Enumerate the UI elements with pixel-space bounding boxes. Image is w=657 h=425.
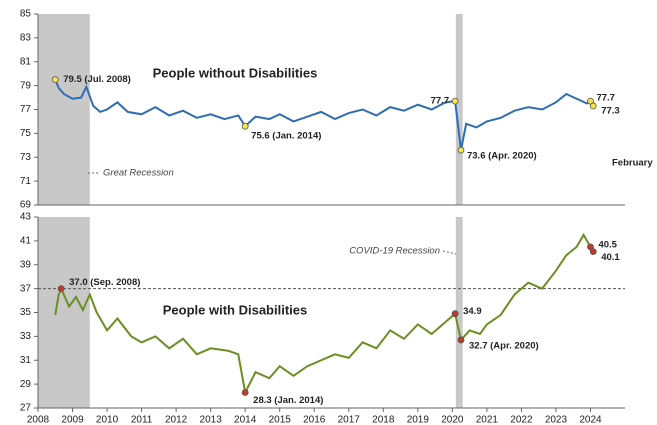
annotation-label: 34.9 xyxy=(463,306,482,317)
x-tick-label: 2011 xyxy=(131,415,153,425)
x-tick-label: 2009 xyxy=(61,415,84,425)
x-tick-label: 2019 xyxy=(407,415,430,425)
x-tick-label: 2014 xyxy=(234,415,257,425)
annotation-marker xyxy=(589,102,597,110)
y-tick-label: 43 xyxy=(20,212,32,223)
data-line xyxy=(54,232,595,396)
annotation-marker xyxy=(451,97,459,105)
y-tick-label: 77 xyxy=(20,104,32,115)
annotation-label: 40.1 xyxy=(601,252,620,263)
annotation-label: 77.3 xyxy=(601,105,620,116)
y-tick-label: 31 xyxy=(20,355,32,366)
y-tick-label: 75 xyxy=(20,128,32,139)
x-tick-label: 2023 xyxy=(545,415,568,425)
y-tick-label: 35 xyxy=(20,307,32,318)
y-tick-label: 83 xyxy=(20,33,32,44)
annotation-marker xyxy=(457,146,465,154)
panel-title: People without Disabilities xyxy=(153,65,318,80)
recession-label: COVID-19 Recession xyxy=(349,246,440,257)
x-tick-label: 2017 xyxy=(338,415,361,425)
annotation-label: 77.7 xyxy=(596,93,615,104)
y-tick-label: 27 xyxy=(20,403,32,414)
x-tick-label: 2020 xyxy=(441,415,464,425)
x-tick-label: 2024 xyxy=(579,415,602,425)
y-tick-label: 29 xyxy=(20,379,32,390)
recession-band xyxy=(455,217,463,408)
x-tick-label: 2022 xyxy=(510,415,533,425)
recession-band xyxy=(38,14,90,205)
y-tick-label: 73 xyxy=(20,152,32,163)
data-line xyxy=(54,79,595,151)
x-tick-label: 2015 xyxy=(269,415,292,425)
annotation-label: 32.7 (Apr. 2020) xyxy=(469,340,539,351)
annotation-label: 79.5 (Jul. 2008) xyxy=(63,74,131,85)
annotation-marker xyxy=(451,310,459,318)
annotation-label: 40.5 xyxy=(598,239,617,250)
annotation-label: 75.6 (Jan. 2014) xyxy=(251,131,321,142)
annotation-label: 37.0 (Sep. 2008) xyxy=(69,277,140,288)
x-tick-label: 2013 xyxy=(200,415,223,425)
y-tick-label: 33 xyxy=(20,331,32,342)
annotation-marker xyxy=(241,389,249,396)
y-tick-label: 39 xyxy=(20,259,32,270)
y-tick-label: 41 xyxy=(20,236,32,247)
annotation-label: 77.7 xyxy=(431,96,450,107)
recession-leader xyxy=(442,250,457,255)
y-tick-label: 85 xyxy=(20,9,32,20)
x-tick-label: 2010 xyxy=(96,415,119,425)
recession-band xyxy=(38,217,90,408)
y-tick-label: 69 xyxy=(20,200,32,211)
x-tick-label: 2021 xyxy=(476,415,499,425)
x-tick-label: 2012 xyxy=(165,415,188,425)
y-tick-label: 81 xyxy=(20,56,32,67)
y-tick-label: 37 xyxy=(20,283,32,294)
y-tick-label: 71 xyxy=(20,176,32,187)
recession-label: Great Recession xyxy=(103,168,174,179)
annotation-marker xyxy=(589,248,597,256)
x-tick-label: 2018 xyxy=(372,415,395,425)
y-tick-label: 79 xyxy=(20,80,32,91)
note: February xyxy=(612,158,653,169)
x-tick-label: 2016 xyxy=(303,415,326,425)
recession-band xyxy=(455,14,463,205)
annotation-marker xyxy=(57,285,65,293)
annotation-marker xyxy=(51,76,59,84)
annotation-marker xyxy=(241,122,249,130)
annotation-label: 73.6 (Apr. 2020) xyxy=(467,151,537,162)
annotation-marker xyxy=(457,336,465,344)
panel-title: People with Disabilities xyxy=(163,302,307,317)
x-tick-label: 2008 xyxy=(27,415,50,425)
annotation-label: 28.3 (Jan. 2014) xyxy=(253,395,323,406)
